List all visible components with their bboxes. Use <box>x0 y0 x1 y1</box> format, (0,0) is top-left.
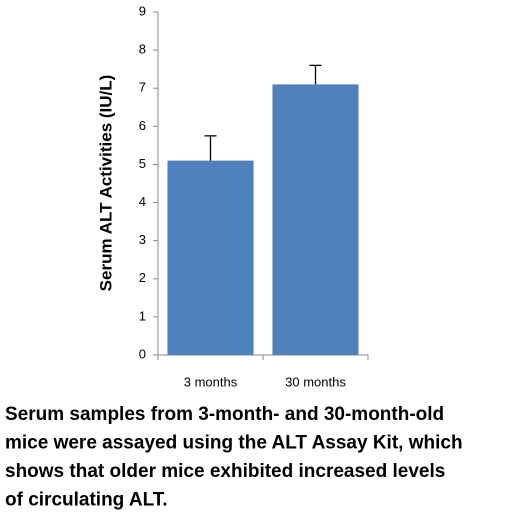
y-tick-label: 4 <box>139 194 146 209</box>
y-tick-label: 5 <box>139 156 146 171</box>
bar <box>272 84 359 356</box>
caption-line: Serum samples from 3-month- and 30-month… <box>5 404 444 425</box>
y-tick-label: 0 <box>139 346 146 361</box>
x-tick-label: 3 months <box>184 374 238 389</box>
y-tick-label: 1 <box>139 308 146 323</box>
error-bar <box>204 135 217 161</box>
y-tick-label: 6 <box>139 118 146 133</box>
y-tick-label: 7 <box>139 80 146 95</box>
y-tick-label: 8 <box>139 42 146 57</box>
y-tick-label: 2 <box>139 270 146 285</box>
caption-line: mice were assayed using the ALT Assay Ki… <box>5 433 463 454</box>
y-tick-label: 3 <box>139 232 146 247</box>
bar <box>167 160 254 355</box>
y-axis-label: Serum ALT Activities (IU/L) <box>96 75 115 292</box>
y-tick-label: 9 <box>139 3 146 18</box>
x-tick-label: 30 months <box>285 374 346 389</box>
caption-line: shows that older mice exhibited increase… <box>5 461 445 482</box>
error-bar <box>309 64 322 85</box>
caption-line: of circulating ALT. <box>5 490 168 511</box>
